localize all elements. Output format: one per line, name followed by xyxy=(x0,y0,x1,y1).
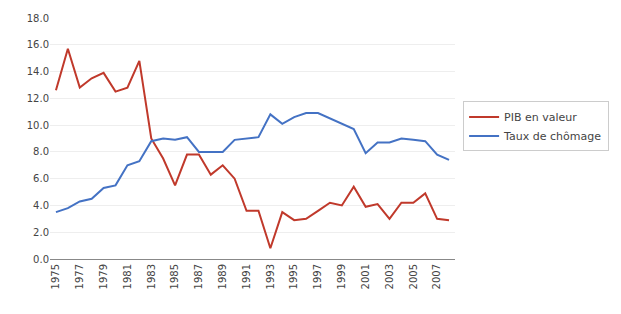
svg-text:8.0: 8.0 xyxy=(33,146,49,157)
svg-text:6.0: 6.0 xyxy=(33,173,49,184)
svg-text:14.0: 14.0 xyxy=(27,66,49,77)
svg-text:1987: 1987 xyxy=(193,264,204,289)
svg-text:2005: 2005 xyxy=(408,264,419,289)
svg-text:2.0: 2.0 xyxy=(33,227,49,238)
svg-text:Taux de chômage: Taux de chômage xyxy=(503,130,601,143)
svg-text:1981: 1981 xyxy=(122,264,133,289)
svg-text:1997: 1997 xyxy=(312,264,323,289)
svg-text:1977: 1977 xyxy=(74,264,85,289)
svg-text:1989: 1989 xyxy=(217,264,228,289)
svg-text:12.0: 12.0 xyxy=(27,93,49,104)
svg-text:16.0: 16.0 xyxy=(27,39,49,50)
svg-text:PIB en valeur: PIB en valeur xyxy=(504,111,577,124)
svg-text:2007: 2007 xyxy=(431,264,442,289)
svg-text:1975: 1975 xyxy=(50,264,61,289)
svg-text:1995: 1995 xyxy=(288,264,299,289)
svg-text:2003: 2003 xyxy=(384,264,395,289)
svg-text:1999: 1999 xyxy=(336,264,347,289)
svg-text:18.0: 18.0 xyxy=(27,13,49,24)
svg-text:2001: 2001 xyxy=(360,264,371,289)
svg-text:10.0: 10.0 xyxy=(27,120,49,131)
svg-text:1983: 1983 xyxy=(146,264,157,289)
svg-text:1985: 1985 xyxy=(169,264,180,289)
svg-text:0.0: 0.0 xyxy=(33,254,49,265)
svg-text:1979: 1979 xyxy=(98,264,109,289)
svg-text:1993: 1993 xyxy=(265,264,276,289)
svg-text:1991: 1991 xyxy=(241,264,252,289)
svg-text:4.0: 4.0 xyxy=(33,200,49,211)
